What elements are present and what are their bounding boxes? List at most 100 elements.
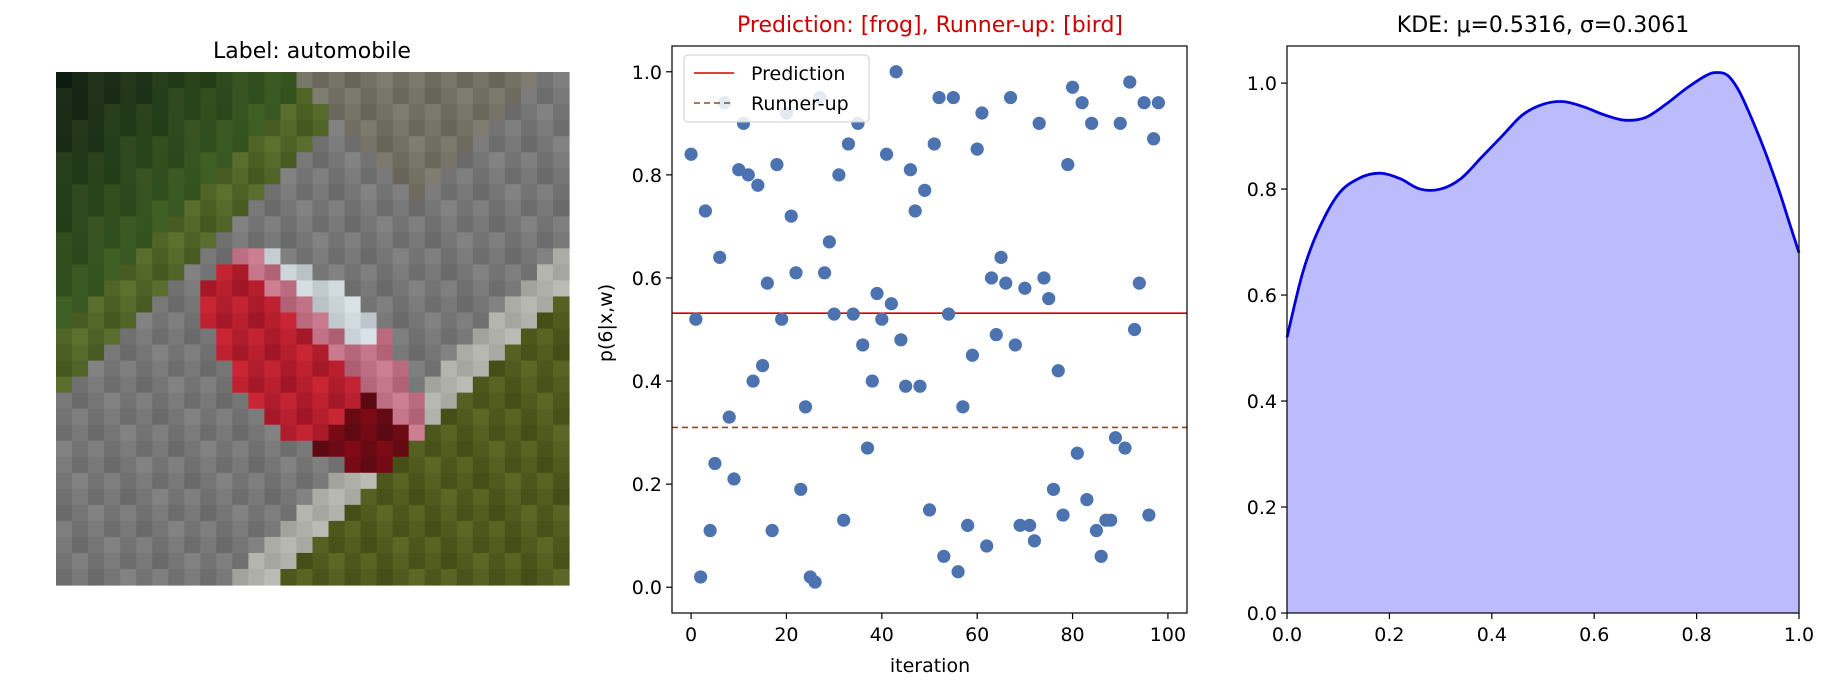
image-pixel	[72, 232, 89, 249]
image-pixel	[296, 376, 314, 394]
image-pixel	[328, 328, 346, 346]
image-pixel	[376, 136, 394, 153]
scatter-point	[975, 106, 989, 120]
image-pixel	[168, 520, 185, 538]
image-pixel	[200, 536, 217, 554]
image-pixel	[408, 120, 426, 137]
image-pixel	[312, 168, 330, 185]
image-pixel	[472, 552, 490, 570]
image-pixel	[56, 72, 73, 89]
image-pixel	[536, 200, 554, 217]
scatter-point	[884, 297, 898, 311]
image-pixel	[152, 392, 169, 410]
image-pixel	[424, 360, 442, 378]
image-pixel	[104, 264, 121, 282]
image-pixel	[104, 200, 121, 217]
image-pixel	[56, 328, 73, 346]
image-pixel	[536, 248, 554, 265]
image-pixel	[152, 520, 169, 538]
image-pixel	[232, 328, 249, 346]
image-pixel	[488, 72, 506, 89]
image-pixel	[248, 120, 266, 137]
image-pixel	[232, 392, 249, 410]
scatter-point	[1085, 116, 1099, 130]
image-pixel	[232, 488, 249, 506]
image-pixel	[152, 136, 169, 153]
image-pixel	[216, 152, 233, 169]
image-pixel	[104, 104, 121, 121]
image-pixel	[88, 72, 105, 89]
image-pixel	[456, 536, 474, 554]
image-pixel	[424, 200, 442, 217]
image-pixel	[296, 392, 314, 410]
image-pixel	[120, 168, 137, 185]
scatter-point	[856, 338, 870, 352]
image-pixel	[376, 152, 394, 169]
image-pixel	[200, 120, 217, 137]
image-pixel	[392, 328, 410, 346]
scatter-point	[918, 183, 932, 197]
image-pixel	[56, 200, 73, 217]
image-pixel	[472, 424, 490, 442]
image-pixel	[264, 136, 282, 153]
image-pixel	[168, 120, 185, 137]
image-pixel	[136, 456, 153, 474]
image-pixel	[248, 360, 266, 378]
image-pixel	[456, 120, 474, 137]
image-pixel	[200, 88, 217, 105]
image-pixel	[520, 328, 538, 346]
image-pixel	[408, 568, 426, 586]
image-pixel	[120, 264, 137, 282]
image-pixel	[72, 88, 89, 105]
image-pixel	[408, 232, 426, 249]
image-pixel	[72, 168, 89, 185]
image-pixel	[216, 72, 233, 89]
image-pixel	[248, 504, 266, 522]
image-pixel	[440, 184, 458, 201]
image-pixel	[88, 104, 105, 121]
image-pixel	[392, 152, 410, 169]
scatter-point	[946, 90, 960, 105]
image-pixel	[216, 552, 233, 570]
image-pixel	[168, 568, 185, 586]
image-pixel	[552, 136, 570, 153]
image-pixel	[504, 184, 522, 201]
image-pixel	[248, 88, 266, 105]
image-pixel	[408, 264, 426, 282]
image-pixel	[152, 120, 169, 137]
image-pixel	[136, 440, 153, 458]
image-pixel	[216, 216, 233, 233]
image-pixel	[104, 504, 121, 522]
image-pixel	[536, 232, 554, 249]
image-pixel	[504, 200, 522, 217]
image-pixel	[56, 456, 73, 474]
image-pixel	[536, 536, 554, 554]
image-pixel	[504, 248, 522, 265]
image-pixel	[504, 440, 522, 458]
image-pixel	[72, 120, 89, 137]
image-pixel	[168, 312, 185, 330]
image-pixel	[360, 248, 378, 265]
image-pixel	[216, 328, 233, 346]
scatter-point	[865, 374, 879, 388]
image-pixel	[104, 296, 121, 314]
image-pixel	[328, 216, 346, 233]
image-pixel	[56, 488, 73, 506]
image-pixel	[136, 408, 153, 426]
image-pixel	[168, 88, 185, 105]
image-pixel	[56, 248, 73, 265]
image-pixel	[136, 360, 153, 378]
image-pixel	[520, 504, 538, 522]
image-pixel	[184, 488, 201, 506]
image-pixel	[440, 216, 458, 233]
image-pixel	[232, 424, 249, 442]
image-pixel	[536, 296, 554, 314]
image-pixel	[392, 408, 410, 426]
image-pixel	[296, 120, 314, 137]
image-pixel	[248, 72, 266, 89]
image-pixel	[440, 536, 458, 554]
image-pixel	[120, 280, 137, 298]
image-pixel	[232, 504, 249, 522]
image-pixel	[520, 200, 538, 217]
image-pixel	[424, 104, 442, 121]
